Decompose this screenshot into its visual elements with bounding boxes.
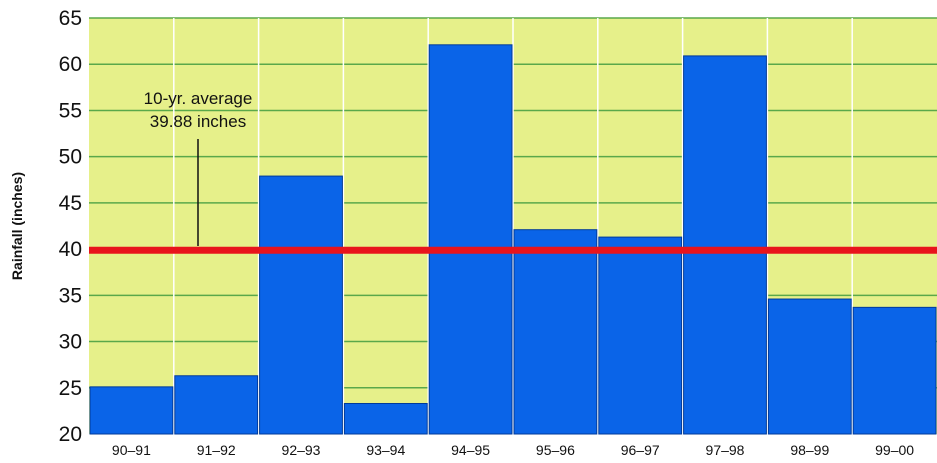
bar (767, 298, 852, 435)
bar (343, 402, 428, 435)
y-axis-ticks: 20 25 30 35 40 45 50 55 60 65 (59, 7, 82, 446)
y-tick-label: 50 (59, 146, 82, 169)
annotation-line-2: 39.88 inches (150, 112, 246, 131)
bar (89, 386, 174, 435)
y-tick-label: 30 (59, 331, 82, 354)
x-tick-label: 92–93 (282, 442, 321, 458)
x-tick-label: 98–99 (790, 442, 829, 458)
y-tick-label: 35 (59, 284, 82, 307)
bar (598, 236, 683, 435)
x-tick-label: 90–91 (112, 442, 151, 458)
y-tick-label: 60 (59, 53, 82, 76)
x-tick-label: 99–00 (875, 442, 914, 458)
x-tick-label: 93–94 (366, 442, 405, 458)
bar (174, 375, 259, 435)
annotation-line-1: 10-yr. average (144, 89, 253, 108)
y-axis-label: Rainfall (inches) (9, 172, 25, 280)
x-tick-label: 97–98 (706, 442, 745, 458)
x-tick-label: 96–97 (621, 442, 660, 458)
x-axis-ticks: 90–91 91–92 92–93 93–94 94–95 95–96 96–97 97–98… (112, 442, 914, 458)
y-tick-label: 40 (59, 238, 82, 261)
x-tick-label: 95–96 (536, 442, 575, 458)
category-separators (173, 18, 853, 434)
bar (259, 175, 343, 435)
bars (89, 44, 937, 435)
bar (852, 306, 937, 435)
bar (513, 229, 598, 435)
y-tick-label: 45 (59, 192, 82, 215)
x-tick-label: 94–95 (451, 442, 490, 458)
y-tick-label: 55 (59, 99, 82, 122)
x-tick-label: 91–92 (197, 442, 236, 458)
y-tick-label: 65 (59, 7, 82, 30)
y-tick-label: 20 (59, 423, 82, 446)
bar (428, 44, 513, 435)
bar (683, 55, 767, 435)
y-tick-label: 25 (59, 377, 82, 400)
